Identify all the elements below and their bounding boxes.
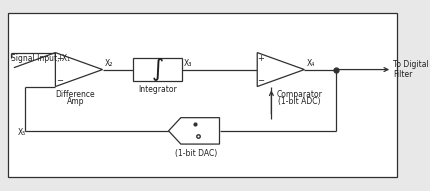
Polygon shape — [168, 118, 219, 144]
Text: Amp: Amp — [66, 97, 84, 106]
Text: Comparator: Comparator — [276, 90, 322, 99]
Text: −: − — [55, 76, 62, 85]
Text: +: + — [257, 54, 264, 63]
Text: $\int$: $\int$ — [150, 56, 163, 83]
Text: To Digital: To Digital — [392, 60, 428, 69]
Text: (1-bit DAC): (1-bit DAC) — [175, 149, 217, 158]
Bar — [132, 58, 181, 81]
Text: X₃: X₃ — [183, 59, 192, 68]
Text: −: − — [257, 76, 264, 85]
Text: Integrator: Integrator — [138, 85, 176, 94]
Text: +: + — [55, 54, 62, 63]
Text: X₅: X₅ — [18, 128, 26, 137]
Polygon shape — [257, 53, 304, 87]
Text: Difference: Difference — [55, 90, 95, 99]
Text: Signal Input, X₁: Signal Input, X₁ — [11, 54, 70, 63]
Text: X₂: X₂ — [104, 59, 113, 68]
Text: (1-bit ADC): (1-bit ADC) — [278, 97, 320, 106]
Text: Filter: Filter — [392, 70, 412, 79]
Text: X₄: X₄ — [306, 59, 314, 68]
Polygon shape — [55, 53, 102, 87]
